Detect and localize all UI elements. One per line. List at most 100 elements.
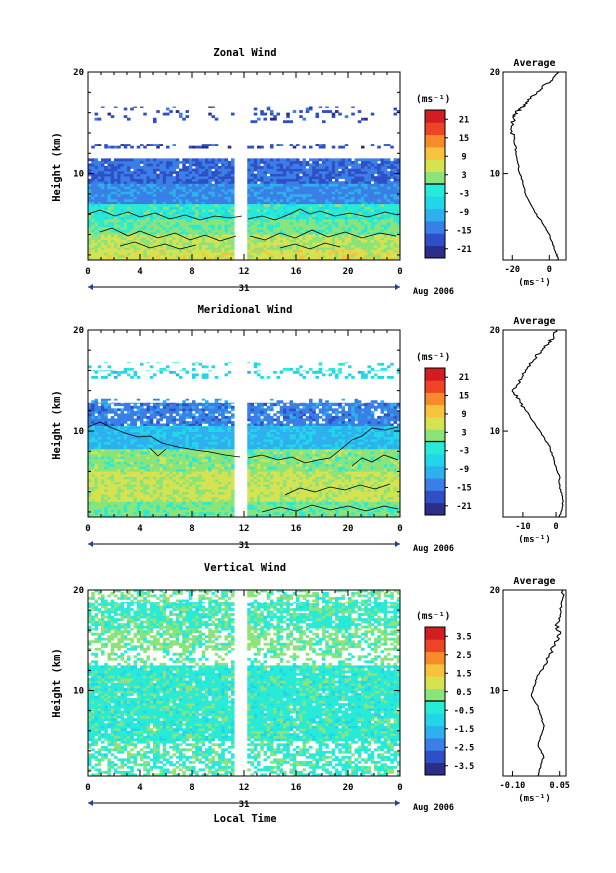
heatmap-cell [182, 237, 186, 240]
heatmap-cell [218, 181, 222, 185]
heatmap-cell [318, 183, 323, 187]
heatmap-cell [322, 239, 326, 243]
heatmap-cell [273, 216, 277, 220]
heatmap-cell [348, 178, 352, 182]
x-tick-label: 4 [137, 267, 143, 277]
heatmap-cell [182, 196, 186, 200]
heatmap-cell [309, 405, 313, 409]
heatmap-cell [322, 110, 326, 113]
heatmap-cell [361, 232, 365, 235]
heatmap-cell [127, 204, 131, 207]
heatmap-cell [341, 173, 346, 177]
heatmap-cell [361, 415, 365, 419]
heatmap-cell [205, 229, 209, 233]
heatmap-cell [198, 145, 203, 149]
heatmap-cell [247, 239, 251, 243]
heatmap-cell [182, 252, 186, 256]
heatmap-cell [354, 196, 359, 200]
heatmap-cell [383, 211, 388, 215]
heatmap-cell [195, 420, 199, 424]
heatmap-cell [221, 209, 225, 213]
heatmap-cell [396, 367, 401, 371]
heatmap-cell [315, 181, 320, 185]
heatmap-cell [283, 183, 287, 187]
heatmap-cell [133, 242, 138, 246]
heatmap-cell [110, 193, 115, 197]
heatmap-cell [270, 196, 274, 200]
heatmap-cell [172, 226, 177, 230]
heatmap-cell [374, 242, 378, 246]
heatmap-cell [88, 252, 92, 256]
heatmap-cell [188, 173, 193, 177]
heatmap-cell [208, 112, 212, 116]
heatmap-cell [318, 209, 323, 213]
heatmap-cell [208, 106, 212, 108]
heatmap-cell [390, 375, 394, 379]
heatmap-cell [107, 201, 112, 205]
heatmap-cell [88, 247, 92, 251]
heatmap-cell [195, 199, 199, 202]
heatmap-cell [315, 206, 320, 210]
heatmap-cell [104, 219, 108, 223]
heatmap-cell [130, 211, 134, 215]
heatmap-cell [205, 226, 209, 230]
heatmap-cell [133, 402, 138, 404]
heatmap-cell [309, 239, 313, 243]
heatmap-cell [175, 186, 180, 190]
heatmap-cell [94, 216, 99, 220]
heatmap-cell [270, 112, 274, 116]
heatmap-cell [325, 410, 329, 414]
heatmap-cell [315, 402, 320, 404]
heatmap-cell [325, 403, 329, 407]
heatmap-cell [273, 196, 277, 200]
heatmap-cell [153, 405, 157, 409]
heatmap-cell [162, 249, 167, 253]
heatmap-cell [292, 405, 297, 409]
heatmap-cell [221, 247, 225, 251]
heatmap-cell [315, 166, 320, 169]
heatmap-cell [380, 201, 385, 205]
heatmap-cell [175, 183, 180, 187]
heatmap-cell [302, 402, 307, 404]
heatmap-cell [136, 193, 141, 197]
heatmap-cell [231, 166, 235, 169]
heatmap-cell [322, 178, 326, 182]
heatmap-cell [257, 206, 261, 210]
heatmap-cell [335, 166, 339, 169]
heatmap-cell [273, 242, 277, 246]
heatmap-cell [101, 405, 105, 409]
heatmap-cell [266, 181, 271, 185]
heatmap-cell [107, 173, 112, 177]
heatmap-cell [198, 410, 203, 414]
heatmap-cell [247, 201, 251, 205]
heatmap-cell [279, 204, 284, 207]
heatmap-cell [172, 249, 177, 253]
heatmap-cell [143, 176, 147, 179]
heatmap-cell [117, 408, 121, 412]
heatmap-cell [94, 201, 99, 205]
heatmap-cell [296, 224, 300, 228]
heatmap-cell [185, 410, 190, 414]
heatmap-cell [149, 201, 154, 205]
heatmap-cell [257, 183, 261, 187]
heatmap-cell [185, 415, 190, 419]
heatmap-cell [156, 219, 160, 223]
heatmap-cell [107, 239, 112, 243]
heatmap-cell [335, 257, 339, 261]
heatmap-cell [260, 237, 264, 240]
heatmap-cell [120, 173, 125, 177]
heatmap-cell [91, 403, 95, 407]
heatmap-cell [114, 370, 118, 374]
heatmap-cell [192, 244, 196, 248]
heatmap-cell [315, 115, 320, 119]
heatmap-cell [309, 219, 313, 223]
heatmap-cell [192, 362, 196, 366]
heatmap-cell [188, 413, 193, 417]
heatmap-cell [383, 206, 388, 210]
heatmap-cell [205, 199, 209, 202]
heatmap-cell [276, 229, 281, 233]
heatmap-cell [383, 405, 388, 409]
heatmap-cell [88, 224, 92, 228]
heatmap-cell [289, 199, 294, 202]
